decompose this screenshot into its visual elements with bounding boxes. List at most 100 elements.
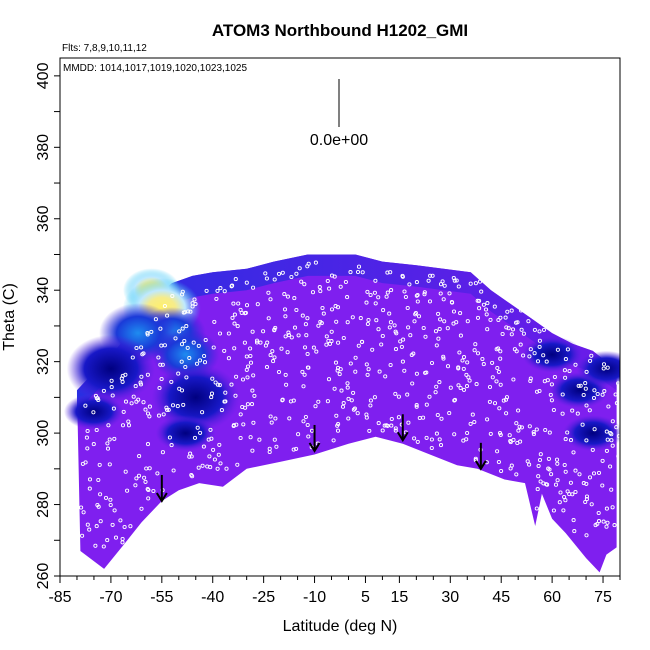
flight-point-298 — [292, 325, 298, 330]
flight-point-473 — [415, 299, 420, 304]
flight-point-565 — [479, 289, 484, 294]
flight-point-124 — [180, 326, 185, 331]
flight-point-535 — [454, 320, 459, 325]
flight-point-709 — [568, 438, 574, 443]
flight-point-58 — [120, 536, 125, 542]
flight-point-373 — [334, 413, 339, 418]
flight-point-537 — [451, 309, 457, 314]
flight-point-372 — [341, 335, 346, 341]
flight-point-62 — [126, 423, 132, 428]
flight-point-138 — [184, 324, 189, 329]
flight-point-439 — [389, 288, 394, 293]
flight-point-195 — [217, 442, 222, 447]
flight-point-190 — [217, 331, 223, 336]
flight-point-306 — [297, 266, 302, 271]
flight-point-43 — [110, 522, 115, 527]
flight-point-158 — [194, 361, 200, 366]
flight-point-256 — [264, 365, 270, 370]
flight-point-73 — [134, 476, 139, 481]
flight-point-374 — [335, 365, 341, 370]
flight-point-150 — [192, 297, 197, 302]
flight-point-522 — [439, 416, 444, 421]
dark-patch-4 — [522, 336, 583, 373]
flight-tracks — [79, 260, 620, 549]
flight-point-266 — [269, 420, 274, 425]
flight-point-767 — [600, 483, 605, 488]
tropopause-arrow-3 — [475, 442, 487, 471]
y-tick-label: 380 — [35, 134, 52, 161]
flight-point-655 — [525, 459, 530, 464]
flight-point-314 — [301, 419, 306, 424]
flight-point-605 — [496, 346, 501, 351]
flight-point-414 — [376, 295, 381, 300]
flight-point-262 — [257, 437, 262, 442]
flight-point-239 — [245, 402, 250, 407]
flight-point-325 — [305, 422, 310, 428]
flight-point-643 — [521, 331, 526, 336]
flight-point-515 — [441, 354, 446, 359]
flight-point-760 — [595, 521, 600, 526]
flight-point-334 — [318, 289, 323, 294]
flight-point-350 — [325, 399, 330, 404]
flight-point-264 — [268, 353, 273, 358]
flight-point-428 — [379, 342, 384, 347]
flight-point-593 — [487, 384, 493, 390]
flight-point-110 — [160, 450, 165, 455]
flight-point-281 — [273, 416, 278, 421]
flight-point-3 — [85, 428, 90, 434]
flight-point-166 — [195, 425, 200, 430]
flight-point-53 — [123, 372, 128, 377]
x-axis-label: Latitude (deg N) — [283, 618, 398, 635]
plot-area — [63, 254, 620, 573]
flight-point-480 — [414, 404, 419, 409]
flight-point-24 — [98, 492, 103, 497]
flight-point-490 — [423, 334, 428, 339]
flight-point-483 — [422, 292, 427, 297]
flight-point-781 — [616, 434, 620, 439]
flight-point-220 — [238, 412, 243, 417]
flight-point-390 — [349, 398, 354, 403]
flight-point-727 — [568, 480, 573, 485]
flight-point-523 — [445, 326, 450, 331]
flight-point-409 — [370, 347, 375, 352]
flight-point-13 — [96, 397, 101, 403]
flight-point-380 — [345, 381, 350, 386]
flight-point-554 — [461, 355, 467, 360]
flight-point-791 — [616, 454, 620, 459]
flight-point-230 — [239, 310, 244, 315]
flight-point-583 — [473, 456, 478, 461]
flight-point-476 — [413, 310, 418, 316]
flight-point-252 — [249, 402, 255, 407]
flight-point-633 — [507, 433, 512, 438]
flight-point-645 — [519, 425, 524, 430]
flight-point-720 — [563, 437, 568, 442]
flight-point-276 — [270, 349, 275, 354]
flight-point-79 — [145, 332, 150, 337]
flight-point-541 — [456, 366, 461, 371]
flight-point-662 — [534, 506, 539, 511]
flight-point-494 — [427, 394, 432, 399]
flight-point-26 — [94, 524, 99, 529]
flight-point-768 — [601, 519, 606, 524]
flight-point-584 — [481, 362, 486, 367]
flight-point-413 — [373, 301, 378, 306]
flight-point-694 — [547, 467, 552, 472]
flight-point-349 — [329, 307, 335, 312]
flight-point-386 — [350, 315, 355, 320]
flight-point-770 — [609, 438, 614, 443]
flight-point-479 — [422, 290, 427, 295]
dark-patch-5 — [562, 415, 620, 452]
flight-point-290 — [285, 350, 290, 355]
x-tick-label: 5 — [361, 589, 370, 606]
flight-point-619 — [499, 468, 504, 474]
flight-point-17 — [87, 477, 93, 482]
flight-point-393 — [356, 343, 361, 348]
flight-point-151 — [188, 451, 193, 456]
flight-point-272 — [267, 446, 272, 451]
flight-point-268 — [272, 277, 277, 282]
flight-point-15 — [91, 410, 96, 415]
flight-point-777 — [606, 404, 611, 409]
flight-point-324 — [313, 260, 318, 265]
flight-point-659 — [537, 344, 542, 349]
flight-point-675 — [545, 378, 550, 383]
